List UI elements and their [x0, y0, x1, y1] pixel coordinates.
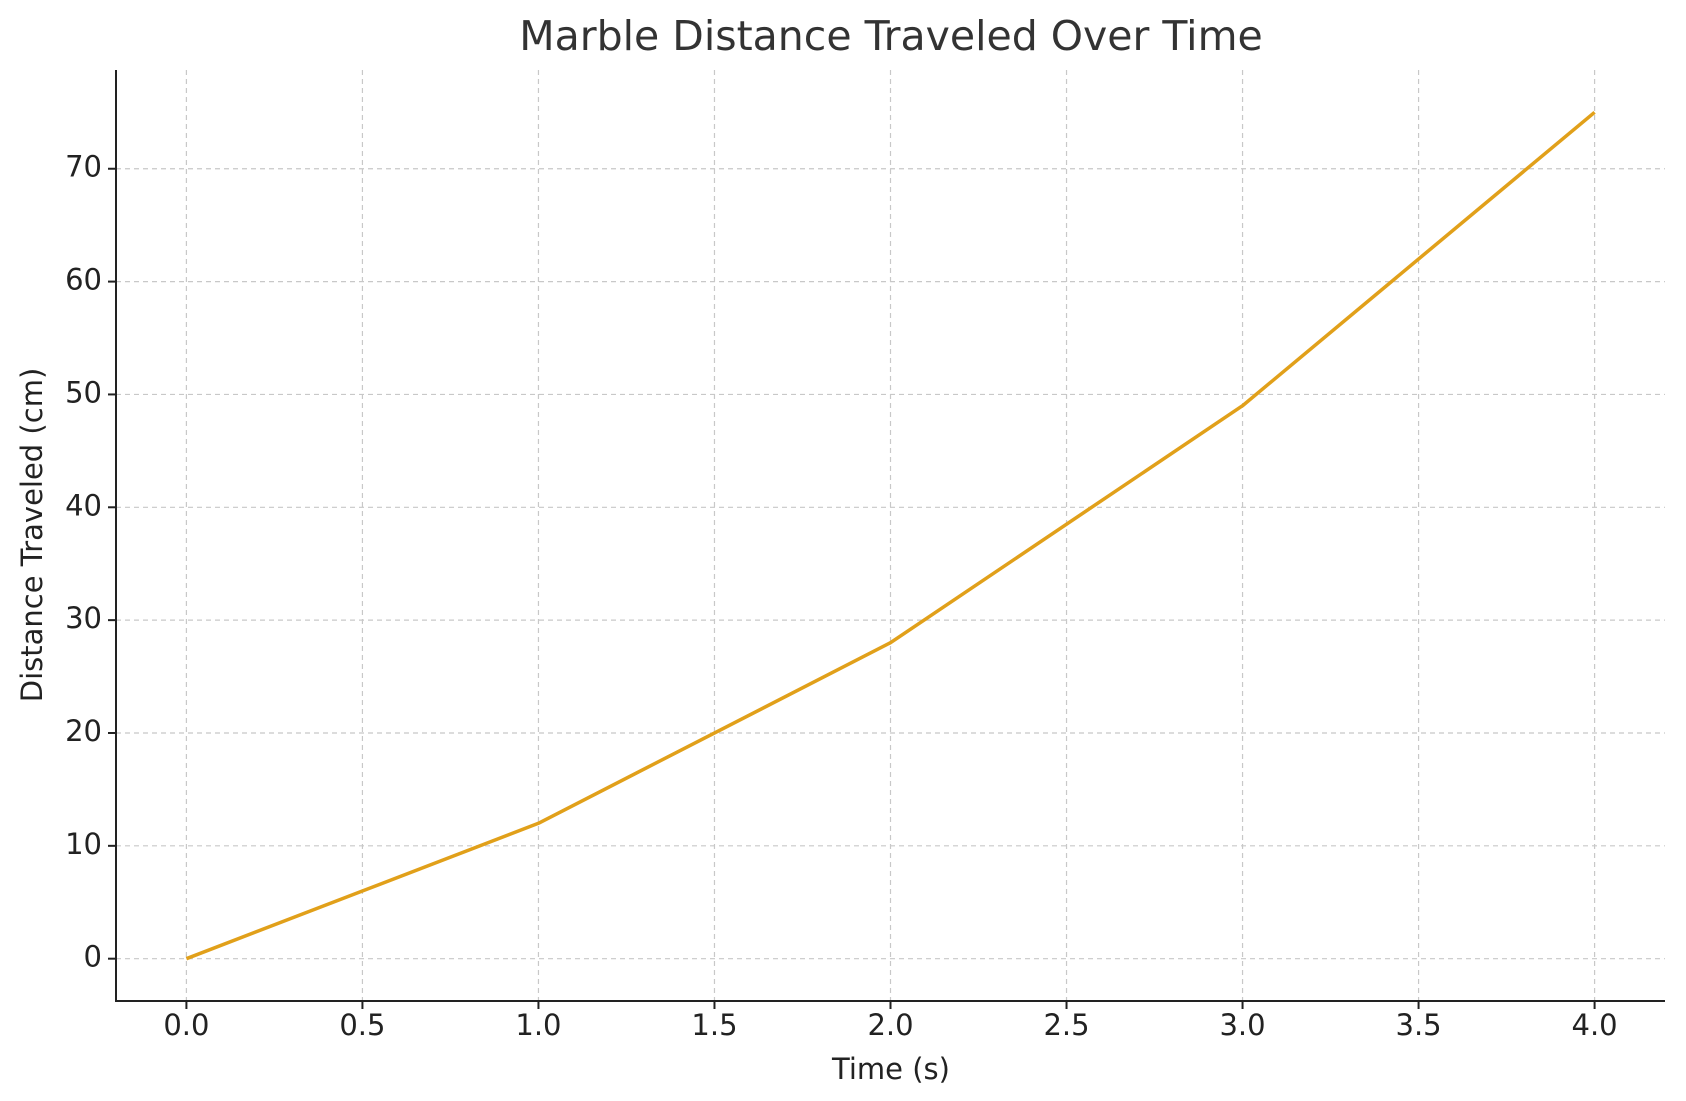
- x-tick-label: 1.5: [691, 1008, 737, 1042]
- x-tick-label: 4.0: [1572, 1008, 1618, 1042]
- y-tick-label: 20: [65, 714, 102, 748]
- y-tick-label: 10: [65, 827, 102, 861]
- x-tick-label: 2.0: [867, 1008, 913, 1042]
- y-tick-label: 40: [65, 488, 102, 522]
- x-tick-label: 2.5: [1043, 1008, 1089, 1042]
- x-tick-label: 3.5: [1396, 1008, 1442, 1042]
- y-tick-label: 30: [65, 601, 102, 635]
- y-tick-label: 0: [84, 940, 102, 974]
- x-tick-label: 1.0: [515, 1008, 561, 1042]
- x-tick-label: 0.5: [339, 1008, 385, 1042]
- x-tick-label: 3.0: [1219, 1008, 1265, 1042]
- y-tick-label: 60: [65, 263, 102, 297]
- x-axis-label: Time (s): [831, 1052, 950, 1086]
- y-tick-label: 70: [65, 150, 102, 184]
- data-line: [185, 110, 1596, 961]
- chart-title: Marble Distance Traveled Over Time: [519, 12, 1263, 60]
- y-axis-label: Distance Traveled (cm): [15, 368, 49, 703]
- y-tick-label: 50: [65, 375, 102, 409]
- x-tick-label: 0.0: [163, 1008, 209, 1042]
